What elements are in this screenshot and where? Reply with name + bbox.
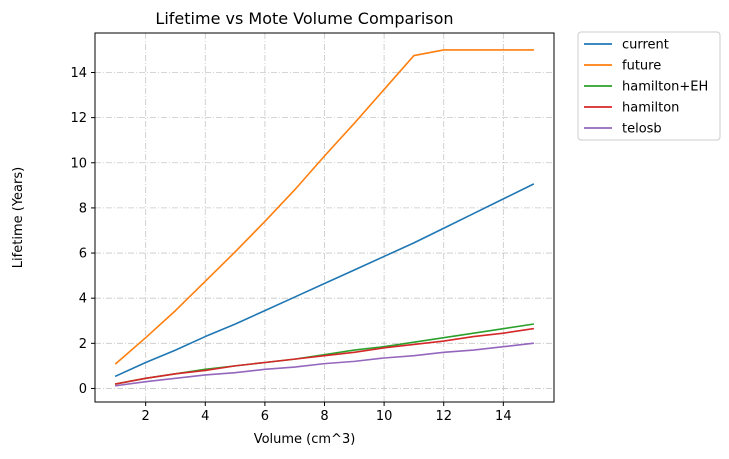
y-tick-label: 8 [79, 201, 87, 216]
grid [95, 33, 554, 402]
legend-label-current: current [622, 38, 669, 53]
x-tick-label: 14 [495, 409, 512, 424]
series-line-future [114, 49, 534, 365]
y-tick-label: 12 [70, 111, 87, 126]
legend-label-hamilton: hamilton [622, 101, 679, 116]
y-tick-label: 2 [79, 337, 87, 352]
chart-title: Lifetime vs Mote Volume Comparison [155, 9, 453, 28]
legend-label-telosb: telosb [622, 122, 662, 137]
y-tick-label: 14 [70, 66, 87, 81]
x-tick-label: 10 [376, 409, 393, 424]
legend-label-hamilton-eh: hamilton+EH [622, 80, 708, 95]
y-tick-label: 6 [79, 247, 87, 262]
y-tick-label: 4 [79, 292, 87, 307]
series-line-hamilton [114, 327, 535, 385]
legend-label-future: future [622, 59, 661, 74]
legend-box [577, 31, 721, 141]
y-tick-label: 0 [79, 382, 87, 397]
x-tick-label: 2 [142, 409, 150, 424]
x-tick-label: 6 [261, 409, 269, 424]
y-tick-label: 10 [70, 156, 87, 171]
x-axis-label: Volume (cm^3) [254, 432, 356, 447]
series-line-telosb [114, 342, 535, 387]
legend: current future hamilton+EH hamilton telosb [577, 31, 721, 141]
x-tick-label: 12 [435, 409, 452, 424]
x-tick-label: 8 [320, 409, 328, 424]
y-axis-label: Lifetime (Years) [11, 167, 26, 268]
axis-ticks: 2 4 6 8 10 12 14 0 2 4 6 8 10 12 14 [70, 66, 511, 424]
series-lines [114, 49, 535, 387]
series-line-current [114, 183, 535, 378]
x-tick-label: 4 [201, 409, 209, 424]
